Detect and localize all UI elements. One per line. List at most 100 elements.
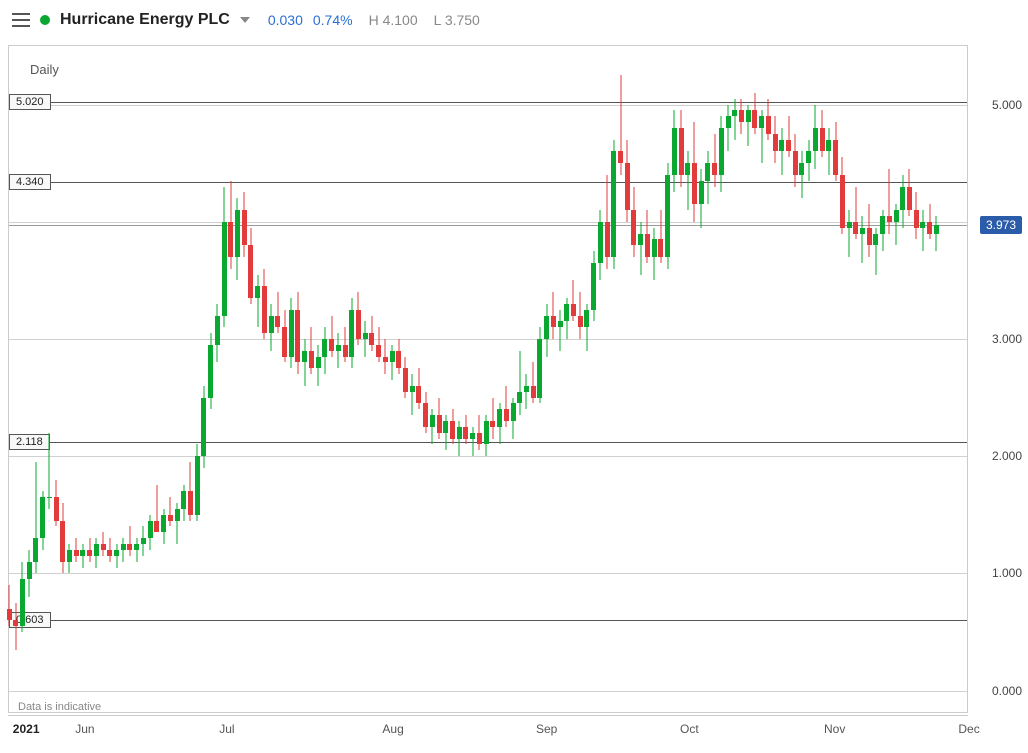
candle[interactable] <box>101 46 106 712</box>
candle[interactable] <box>181 46 186 712</box>
candle[interactable] <box>631 46 636 712</box>
candle[interactable] <box>443 46 448 712</box>
candle[interactable] <box>161 46 166 712</box>
candle[interactable] <box>847 46 852 712</box>
candle[interactable] <box>833 46 838 712</box>
candle[interactable] <box>920 46 925 712</box>
candle[interactable] <box>752 46 757 712</box>
candle[interactable] <box>134 46 139 712</box>
candle[interactable] <box>60 46 65 712</box>
candle[interactable] <box>618 46 623 712</box>
candle[interactable] <box>269 46 274 712</box>
candle[interactable] <box>860 46 865 712</box>
candle[interactable] <box>228 46 233 712</box>
candle[interactable] <box>524 46 529 712</box>
candle[interactable] <box>934 46 939 712</box>
candle[interactable] <box>376 46 381 712</box>
candle[interactable] <box>396 46 401 712</box>
candle[interactable] <box>900 46 905 712</box>
candle[interactable] <box>423 46 428 712</box>
candle[interactable] <box>255 46 260 712</box>
candle[interactable] <box>746 46 751 712</box>
candle[interactable] <box>416 46 421 712</box>
candle[interactable] <box>799 46 804 712</box>
candle[interactable] <box>27 46 32 712</box>
candle[interactable] <box>605 46 610 712</box>
candle[interactable] <box>806 46 811 712</box>
candle[interactable] <box>705 46 710 712</box>
candle[interactable] <box>356 46 361 712</box>
candle[interactable] <box>33 46 38 712</box>
candle[interactable] <box>658 46 663 712</box>
candle[interactable] <box>13 46 18 712</box>
candle[interactable] <box>54 46 59 712</box>
candle[interactable] <box>719 46 724 712</box>
candle[interactable] <box>188 46 193 712</box>
candle[interactable] <box>67 46 72 712</box>
candle[interactable] <box>470 46 475 712</box>
candle[interactable] <box>511 46 516 712</box>
candle[interactable] <box>248 46 253 712</box>
candle[interactable] <box>726 46 731 712</box>
candle[interactable] <box>813 46 818 712</box>
candle[interactable] <box>625 46 630 712</box>
candle[interactable] <box>699 46 704 712</box>
candle[interactable] <box>242 46 247 712</box>
candle[interactable] <box>672 46 677 712</box>
candle[interactable] <box>295 46 300 712</box>
candle[interactable] <box>363 46 368 712</box>
candle[interactable] <box>302 46 307 712</box>
candle[interactable] <box>107 46 112 712</box>
candle[interactable] <box>779 46 784 712</box>
candle[interactable] <box>853 46 858 712</box>
candle[interactable] <box>490 46 495 712</box>
candle[interactable] <box>114 46 119 712</box>
candle[interactable] <box>148 46 153 712</box>
candle[interactable] <box>867 46 872 712</box>
candle[interactable] <box>544 46 549 712</box>
candle[interactable] <box>282 46 287 712</box>
candle[interactable] <box>343 46 348 712</box>
candle[interactable] <box>887 46 892 712</box>
candle[interactable] <box>430 46 435 712</box>
candle[interactable] <box>551 46 556 712</box>
candle[interactable] <box>262 46 267 712</box>
candle[interactable] <box>463 46 468 712</box>
candle[interactable] <box>457 46 462 712</box>
candle[interactable] <box>840 46 845 712</box>
candle[interactable] <box>504 46 509 712</box>
candle[interactable] <box>732 46 737 712</box>
candle[interactable] <box>652 46 657 712</box>
candle[interactable] <box>309 46 314 712</box>
candle[interactable] <box>289 46 294 712</box>
instrument-title[interactable]: Hurricane Energy PLC <box>60 11 230 29</box>
candle[interactable] <box>7 46 12 712</box>
candle[interactable] <box>571 46 576 712</box>
candle[interactable] <box>369 46 374 712</box>
candle[interactable] <box>638 46 643 712</box>
candle[interactable] <box>739 46 744 712</box>
candle[interactable] <box>275 46 280 712</box>
instrument-dropdown-icon[interactable] <box>240 17 250 23</box>
candle[interactable] <box>484 46 489 712</box>
candle[interactable] <box>679 46 684 712</box>
candle[interactable] <box>820 46 825 712</box>
candle[interactable] <box>87 46 92 712</box>
candle[interactable] <box>497 46 502 712</box>
candle[interactable] <box>390 46 395 712</box>
candle[interactable] <box>584 46 589 712</box>
candle[interactable] <box>645 46 650 712</box>
candle[interactable] <box>826 46 831 712</box>
price-chart[interactable]: 0.0001.0002.0003.0004.0005.0005.0204.340… <box>8 45 968 713</box>
candle[interactable] <box>316 46 321 712</box>
candle[interactable] <box>336 46 341 712</box>
candle[interactable] <box>74 46 79 712</box>
candle[interactable] <box>531 46 536 712</box>
candle[interactable] <box>685 46 690 712</box>
candle[interactable] <box>410 46 415 712</box>
candle[interactable] <box>437 46 442 712</box>
candle[interactable] <box>793 46 798 712</box>
candle[interactable] <box>773 46 778 712</box>
candle[interactable] <box>403 46 408 712</box>
candle[interactable] <box>80 46 85 712</box>
